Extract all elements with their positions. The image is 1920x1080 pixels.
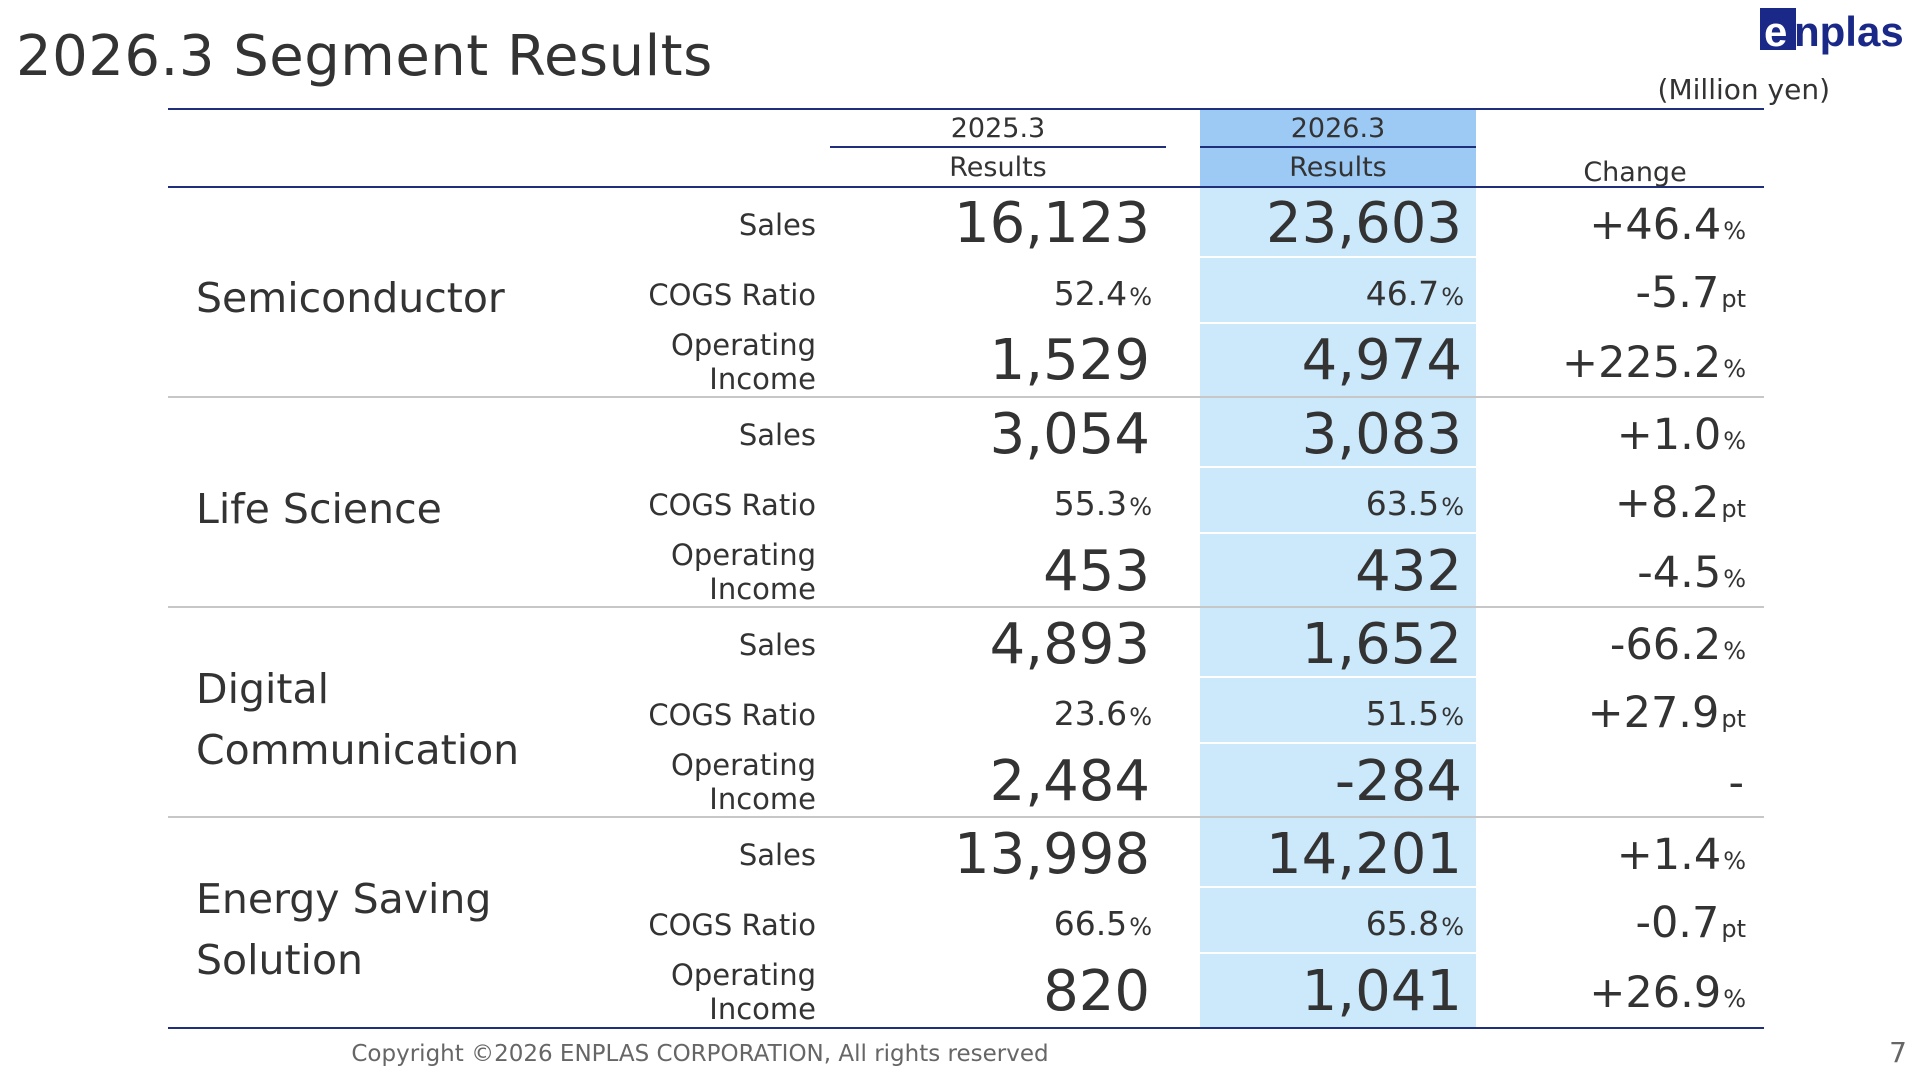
page-title: 2026.3 Segment Results xyxy=(16,24,713,89)
metric-label: COGS Ratio xyxy=(648,488,816,522)
metric-label: Operating Income xyxy=(671,748,816,816)
curr-value: 63.5% xyxy=(1365,484,1464,523)
curr-value: 1,041 xyxy=(1301,959,1462,1024)
current-year-header-highlight xyxy=(1200,108,1476,188)
enplas-logo: e nplas xyxy=(1760,8,1904,55)
curr-value: 4,974 xyxy=(1301,328,1462,393)
prev-value: 3,054 xyxy=(989,402,1150,467)
row-separator xyxy=(1200,886,1476,888)
row-separator xyxy=(1200,322,1476,324)
row-separator xyxy=(1200,952,1476,954)
row-separator xyxy=(1200,466,1476,468)
unit-label: (Million yen) xyxy=(1657,73,1830,106)
row-separator xyxy=(1200,742,1476,744)
svg-text:nplas: nplas xyxy=(1794,8,1904,55)
prev-value: 13,998 xyxy=(954,822,1150,887)
curr-value: 65.8% xyxy=(1365,904,1464,943)
page-number: 7 xyxy=(1889,1036,1907,1069)
segment-name-energy-saving-solution: Energy Saving Solution xyxy=(196,875,492,984)
curr-value: 3,083 xyxy=(1301,402,1462,467)
metric-label: Operating Income xyxy=(671,538,816,606)
prev-value: 820 xyxy=(1043,959,1150,1024)
svg-text:e: e xyxy=(1764,8,1787,55)
change-value: +8.2pt xyxy=(1614,478,1746,528)
metric-label: Operating Income xyxy=(671,958,816,1026)
header-curr-sub: Results xyxy=(1289,152,1387,183)
prev-value: 23.6% xyxy=(1053,694,1152,733)
change-value: +1.4% xyxy=(1616,830,1746,880)
metric-label: Operating Income xyxy=(671,328,816,396)
curr-value: 432 xyxy=(1355,539,1462,604)
metric-label: COGS Ratio xyxy=(648,698,816,732)
prev-value: 453 xyxy=(1043,539,1150,604)
change-value: +27.9pt xyxy=(1587,688,1746,738)
curr-value: -284 xyxy=(1334,749,1462,814)
row-separator xyxy=(1200,532,1476,534)
table-bottom-rule xyxy=(168,1027,1764,1029)
metric-label: Sales xyxy=(738,418,816,452)
segment-name-digital-communication: Digital Communication xyxy=(196,665,520,774)
prev-value: 52.4% xyxy=(1053,274,1152,313)
copyright-notice: Copyright ©2026 ENPLAS CORPORATION, All … xyxy=(351,1041,1049,1067)
header-bottom-rule xyxy=(168,186,1764,188)
metric-label: COGS Ratio xyxy=(648,278,816,312)
row-separator xyxy=(1200,676,1476,678)
change-value: - xyxy=(1728,758,1744,808)
header-prev-year: 2025.3 xyxy=(950,113,1046,144)
change-value: -4.5% xyxy=(1637,548,1746,598)
change-value: +225.2% xyxy=(1562,338,1746,388)
prev-value: 1,529 xyxy=(989,328,1150,393)
change-value: +26.9% xyxy=(1589,968,1746,1018)
metric-label: Sales xyxy=(738,838,816,872)
header-prev-underline xyxy=(830,146,1166,148)
curr-value: 51.5% xyxy=(1365,694,1464,733)
change-value: -0.7pt xyxy=(1635,898,1746,948)
header-change: Change xyxy=(1583,157,1687,188)
segment-name-semiconductor: Semiconductor xyxy=(196,274,505,322)
change-value: +1.0% xyxy=(1616,410,1746,460)
row-separator xyxy=(1200,256,1476,258)
curr-value: 46.7% xyxy=(1365,274,1464,313)
curr-value: 23,603 xyxy=(1266,191,1462,256)
current-year-column-highlight xyxy=(1200,188,1476,1028)
change-value: -66.2% xyxy=(1609,620,1746,670)
metric-label: COGS Ratio xyxy=(648,908,816,942)
segment-separator xyxy=(168,396,1764,398)
segment-name-life-science: Life Science xyxy=(196,485,442,533)
metric-label: Sales xyxy=(738,208,816,242)
change-value: -5.7pt xyxy=(1635,268,1746,318)
prev-value: 66.5% xyxy=(1053,904,1152,943)
prev-value: 16,123 xyxy=(954,191,1150,256)
prev-value: 4,893 xyxy=(989,612,1150,677)
segment-separator xyxy=(168,606,1764,608)
header-curr-underline xyxy=(1200,146,1476,148)
header-curr-year: 2026.3 xyxy=(1290,113,1386,144)
curr-value: 14,201 xyxy=(1266,822,1462,887)
segment-separator xyxy=(168,816,1764,818)
prev-value: 55.3% xyxy=(1053,484,1152,523)
table-top-rule xyxy=(168,108,1764,110)
metric-label: Sales xyxy=(738,628,816,662)
curr-value: 1,652 xyxy=(1301,612,1462,677)
change-value: +46.4% xyxy=(1589,200,1746,250)
header-prev-sub: Results xyxy=(949,152,1047,183)
prev-value: 2,484 xyxy=(989,749,1150,814)
